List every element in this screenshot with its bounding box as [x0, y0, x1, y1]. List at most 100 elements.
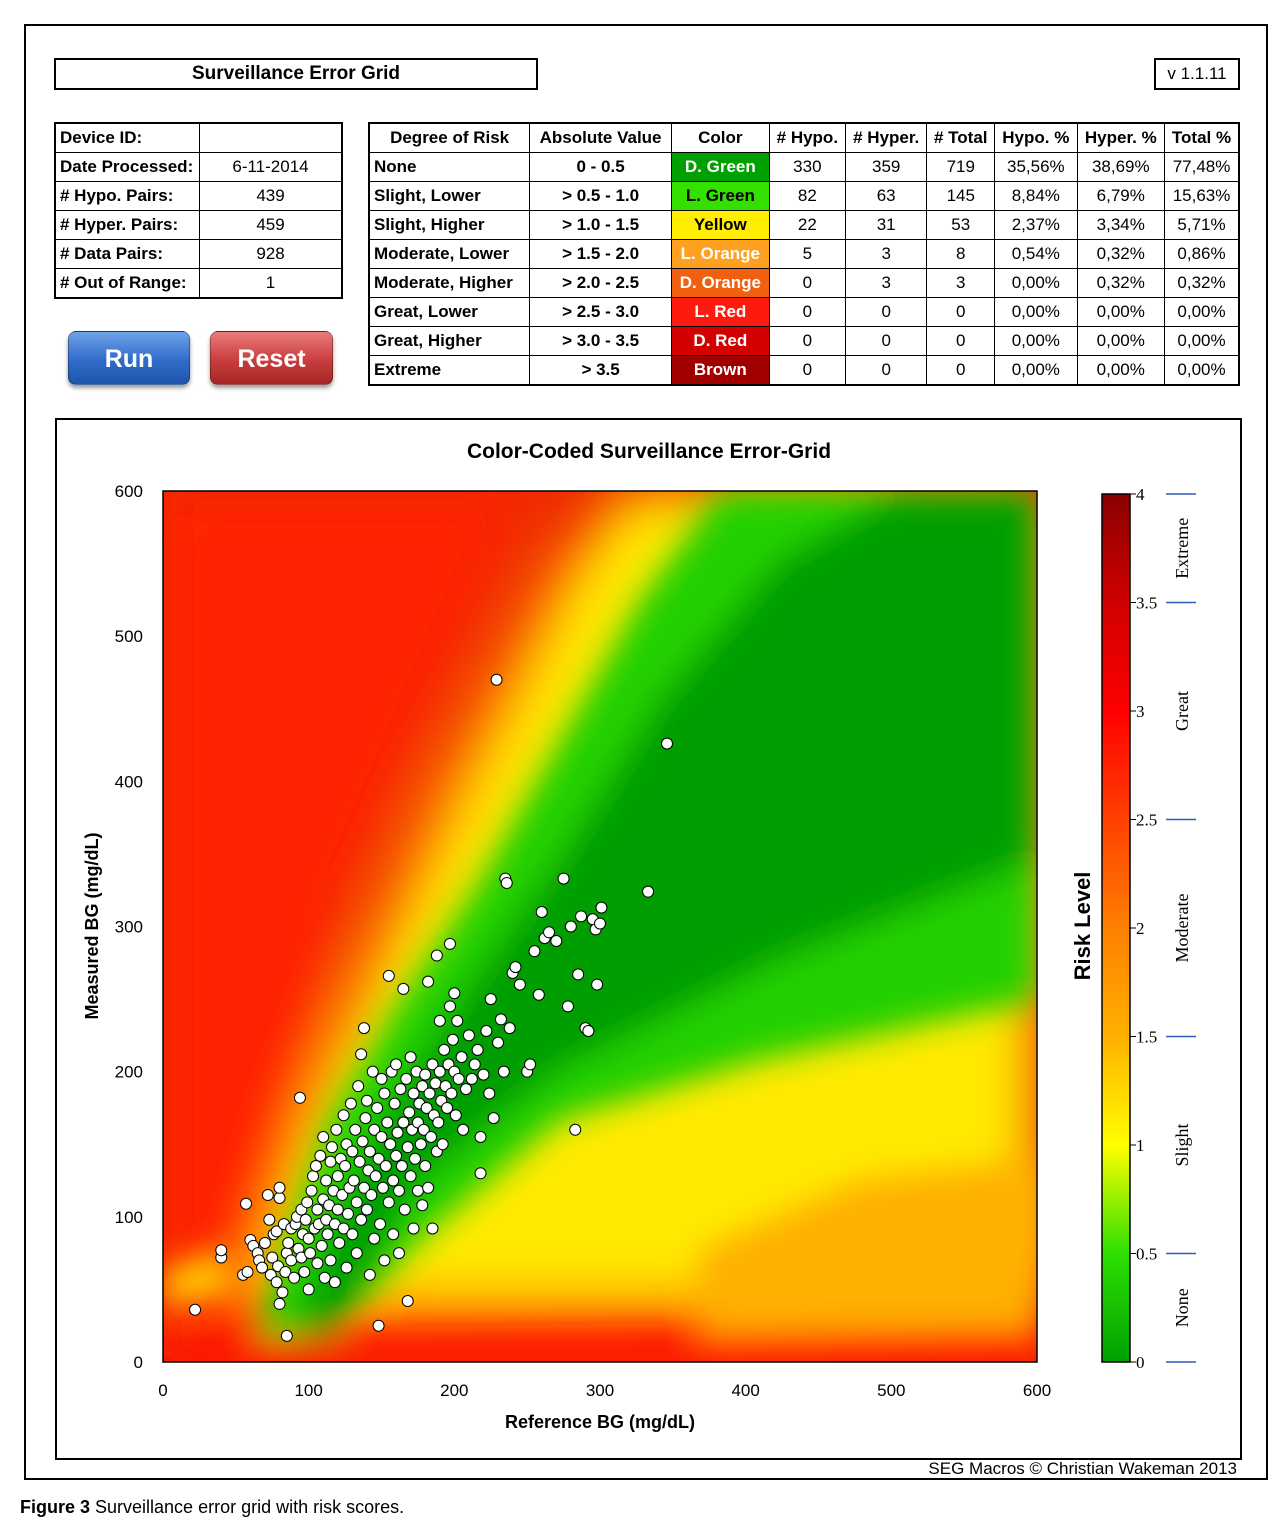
- data-point: [328, 1276, 341, 1289]
- data-point: [273, 1297, 286, 1310]
- data-point: [422, 1181, 435, 1194]
- data-point: [344, 1097, 357, 1110]
- data-point: [299, 1213, 312, 1226]
- data-point: [449, 1109, 462, 1122]
- y-tick-label: 500: [115, 627, 143, 646]
- data-point: [561, 1000, 574, 1013]
- data-point: [302, 1232, 315, 1245]
- data-point: [376, 1181, 389, 1194]
- data-point: [346, 1145, 359, 1158]
- data-point: [298, 1265, 311, 1278]
- data-point: [422, 975, 435, 988]
- data-point: [430, 949, 443, 962]
- data-point: [392, 1184, 405, 1197]
- data-point: [324, 1155, 337, 1168]
- data-point: [315, 1239, 328, 1252]
- scatter-points: [189, 673, 674, 1342]
- data-point: [266, 1251, 279, 1264]
- data-point: [311, 1257, 324, 1270]
- data-point: [333, 1236, 346, 1249]
- cell-hypo-pct: 8,84%: [994, 181, 1078, 211]
- cell-total-pct: 77,48%: [1164, 152, 1240, 182]
- data-point: [451, 1014, 464, 1027]
- data-point: [363, 1145, 376, 1158]
- data-point: [500, 876, 513, 889]
- data-point: [256, 1261, 269, 1274]
- reset-button[interactable]: Reset: [210, 331, 333, 385]
- cell-abs: > 3.5: [529, 355, 672, 386]
- risk-zone-label: None: [1172, 1288, 1192, 1327]
- data-point: [433, 1065, 446, 1078]
- x-tick-label: 200: [440, 1381, 468, 1400]
- data-point: [420, 1101, 433, 1114]
- cell-total-pct: 0,00%: [1164, 326, 1240, 356]
- data-point: [594, 917, 606, 930]
- data-point: [331, 1170, 344, 1183]
- data-point: [340, 1261, 353, 1274]
- data-point: [394, 1083, 407, 1096]
- data-point: [535, 905, 548, 918]
- data-point: [426, 1058, 439, 1071]
- data-point: [661, 737, 674, 750]
- data-point: [349, 1123, 362, 1136]
- cell-abs: > 2.5 - 3.0: [529, 297, 672, 327]
- x-tick-label: 100: [294, 1381, 322, 1400]
- cell-degree: Slight, Higher: [368, 210, 531, 240]
- table-row: Great, Higher > 3.0 - 3.5 D. Red 0 0 0 0,00% 0,…: [368, 326, 1240, 356]
- cell-total: 8: [926, 239, 996, 269]
- data-point: [395, 1160, 408, 1173]
- data-point: [368, 1232, 381, 1245]
- data-point: [490, 673, 503, 686]
- data-point: [311, 1203, 324, 1216]
- data-point: [288, 1271, 301, 1284]
- data-point: [391, 1126, 404, 1139]
- data-point: [414, 1138, 427, 1151]
- data-point: [404, 1051, 417, 1064]
- cell-total-pct: 15,63%: [1164, 181, 1240, 211]
- data-point: [307, 1170, 320, 1183]
- cell-hyper: 31: [844, 210, 928, 240]
- cell-color: D. Red: [670, 326, 770, 356]
- data-point: [302, 1283, 315, 1296]
- y-tick-label: 200: [115, 1063, 143, 1082]
- data-point: [423, 1087, 436, 1100]
- cell-hyper-pct: 3,34%: [1076, 210, 1166, 240]
- data-point: [411, 1184, 424, 1197]
- data-point: [443, 937, 456, 950]
- info-value: 459: [199, 210, 343, 240]
- cell-total: 0: [926, 326, 996, 356]
- data-point: [337, 1109, 350, 1122]
- data-point: [374, 1218, 387, 1231]
- cell-color: L. Red: [670, 297, 770, 327]
- data-point: [591, 978, 604, 991]
- run-button[interactable]: Run: [68, 331, 190, 385]
- data-point: [484, 993, 497, 1006]
- x-tick-label: 400: [731, 1381, 759, 1400]
- cell-hyper-pct: 0,00%: [1076, 355, 1166, 386]
- data-point: [477, 1068, 490, 1081]
- data-point: [465, 1072, 478, 1085]
- cell-hyper-pct: 0,32%: [1076, 239, 1166, 269]
- data-point: [494, 1013, 507, 1026]
- data-point: [392, 1247, 405, 1260]
- cell-degree: Slight, Lower: [368, 181, 531, 211]
- data-point: [273, 1191, 286, 1204]
- colorbar-label: Risk Level: [1070, 872, 1095, 981]
- x-tick-label: 300: [586, 1381, 614, 1400]
- data-point: [366, 1065, 379, 1078]
- info-key: # Hypo. Pairs:: [54, 181, 200, 211]
- data-point: [429, 1077, 442, 1090]
- credit-text: SEG Macros © Christian Wakeman 2013: [928, 1459, 1237, 1478]
- table-row: Moderate, Lower > 1.5 - 2.0 L. Orange 5 3 8 0,…: [368, 239, 1240, 269]
- caption-label: Figure 3: [20, 1497, 91, 1517]
- data-point: [240, 1197, 253, 1210]
- cell-hypo-pct: 0,00%: [994, 355, 1078, 386]
- colorbar-tick-label: 0: [1136, 1353, 1145, 1372]
- data-point: [371, 1101, 384, 1114]
- data-point: [436, 1138, 449, 1151]
- data-point: [346, 1228, 359, 1241]
- data-point: [564, 920, 577, 933]
- y-tick-label: 400: [115, 772, 143, 791]
- data-point: [261, 1189, 274, 1202]
